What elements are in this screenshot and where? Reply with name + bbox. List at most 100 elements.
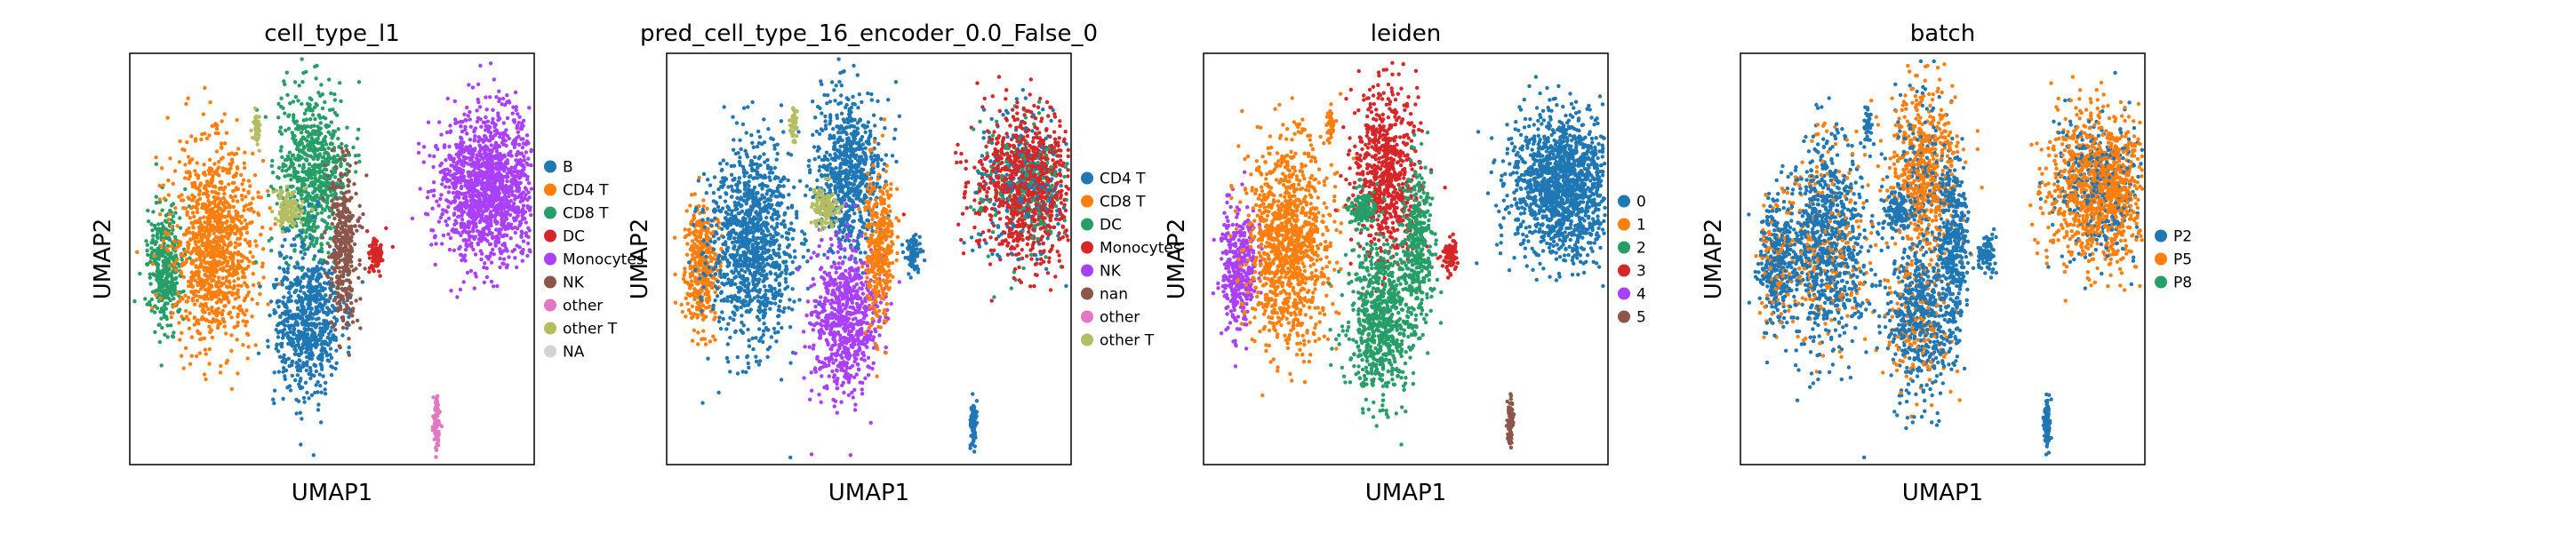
cell-point	[505, 179, 509, 184]
cell-point	[210, 305, 214, 310]
cell-point	[518, 199, 523, 204]
cell-point	[489, 260, 494, 265]
cell-point	[269, 163, 274, 168]
cell-point	[449, 289, 453, 293]
cell-point	[189, 270, 194, 274]
cell-point	[246, 264, 251, 268]
cell-point	[315, 265, 319, 269]
cell-point	[520, 145, 525, 150]
cell-point	[440, 212, 444, 217]
cell-point	[320, 155, 325, 160]
cell-point	[148, 302, 152, 307]
cell-point	[312, 179, 316, 184]
cell-point	[213, 190, 219, 195]
cell-point	[448, 123, 452, 128]
cell-point	[260, 158, 266, 163]
cell-point	[213, 319, 218, 323]
cell-point	[377, 269, 381, 274]
cell-point	[335, 184, 340, 188]
cell-point	[432, 417, 436, 421]
cell-point	[316, 132, 321, 138]
cell-point	[329, 320, 333, 324]
cell-point	[275, 300, 279, 305]
cell-point	[204, 246, 209, 251]
cell-point	[379, 248, 383, 253]
cell-point	[230, 291, 236, 296]
cell-point	[329, 120, 333, 124]
cell-point	[185, 139, 189, 145]
cell-point	[449, 173, 453, 178]
cell-point	[497, 116, 502, 121]
cell-point	[207, 201, 212, 205]
cell-point	[467, 182, 471, 187]
cell-point	[218, 179, 222, 185]
cell-point	[309, 275, 315, 280]
cell-point	[180, 330, 184, 335]
cell-point	[285, 309, 291, 314]
cell-point	[304, 158, 309, 163]
cell-point	[713, 311, 717, 315]
cell-point	[440, 182, 444, 187]
cell-point	[251, 282, 256, 288]
cell-point	[183, 293, 188, 298]
cell-point	[300, 417, 304, 421]
cell-point	[472, 164, 477, 169]
cell-point	[295, 373, 300, 378]
cell-point	[453, 230, 458, 235]
cell-point	[214, 225, 219, 230]
cell-point	[165, 323, 170, 328]
cell-point	[249, 220, 253, 225]
cell-point	[315, 342, 320, 347]
cell-point	[230, 261, 236, 266]
cell-point	[312, 64, 317, 69]
cell-point	[421, 160, 426, 164]
cell-point	[206, 282, 212, 287]
cell-point	[336, 136, 340, 141]
cell-point	[472, 139, 476, 143]
cell-point	[156, 257, 161, 261]
cell-point	[504, 175, 508, 179]
cell-point	[483, 155, 488, 160]
cell-point	[483, 138, 487, 142]
cell-point	[225, 201, 229, 205]
cell-point	[207, 346, 212, 352]
cell-point	[186, 245, 190, 251]
cell-point	[529, 187, 534, 191]
cell-point	[189, 134, 194, 139]
cell-point	[169, 290, 173, 296]
cell-point	[324, 298, 329, 303]
cell-point	[298, 280, 302, 284]
cell-point	[301, 118, 306, 123]
cell-point	[180, 147, 185, 152]
cell-point	[318, 384, 323, 388]
cell-point	[321, 310, 326, 314]
cell-point	[159, 221, 164, 226]
cell-point	[329, 373, 334, 378]
cell-point	[337, 266, 341, 270]
cell-point	[248, 184, 252, 188]
cell-point	[475, 228, 480, 234]
cell-point	[283, 318, 287, 322]
cell-point	[307, 295, 311, 299]
cell-point	[330, 221, 334, 227]
cell-point	[220, 119, 224, 123]
cell-point	[222, 141, 228, 146]
cell-point	[323, 163, 328, 168]
cell-point	[430, 206, 435, 211]
cell-point	[292, 139, 297, 144]
cell-point	[150, 261, 155, 266]
cell-point	[301, 275, 306, 280]
cell-point	[155, 234, 159, 238]
cell-point	[184, 259, 188, 265]
cell-point	[459, 192, 463, 196]
cell-point	[503, 190, 508, 195]
cell-point	[505, 115, 510, 121]
panel-title: cell_type_l1	[264, 20, 400, 47]
cell-point	[317, 372, 322, 377]
legend-item: B	[544, 159, 573, 177]
cell-point	[491, 107, 495, 112]
cell-point	[314, 239, 319, 243]
cell-point	[221, 293, 226, 298]
cell-point	[343, 290, 348, 294]
cell-point	[196, 187, 201, 191]
